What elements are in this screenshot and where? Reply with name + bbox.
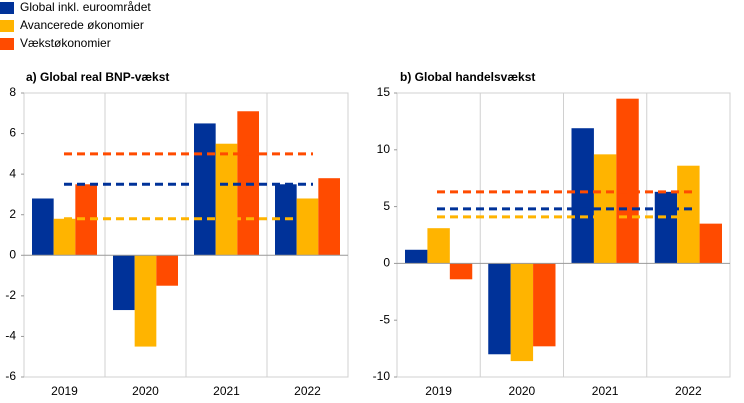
- y-tick-label: -5: [379, 312, 390, 326]
- y-tick-label: 4: [9, 166, 16, 180]
- chart-title: a) Global real BNP-vækst: [26, 70, 169, 84]
- bar: [75, 184, 97, 256]
- bar: [593, 154, 617, 264]
- bar: [654, 191, 678, 264]
- y-tick-label: -10: [373, 369, 391, 383]
- y-tick-label: -6: [5, 369, 16, 383]
- y-tick-label: 10: [377, 142, 391, 156]
- y-tick-label: 5: [383, 199, 390, 213]
- x-tick-label: 2021: [213, 384, 240, 398]
- legend-label: Global inkl. euroområdet: [20, 0, 151, 14]
- legend-swatch: [0, 2, 14, 14]
- x-tick-label: 2022: [294, 384, 321, 398]
- x-tick-label: 2019: [425, 384, 452, 398]
- bar: [53, 218, 76, 256]
- y-tick-label: 6: [9, 126, 16, 140]
- bar: [113, 255, 135, 311]
- bar: [156, 255, 178, 286]
- x-tick-label: 2020: [509, 384, 536, 398]
- legend-swatch: [0, 38, 14, 50]
- y-tick-label: 15: [377, 85, 391, 99]
- legend-swatch: [0, 20, 14, 32]
- bar: [677, 165, 700, 264]
- bar: [699, 223, 722, 264]
- bar: [510, 263, 534, 362]
- legend-label: Avancerede økonomier: [20, 18, 144, 32]
- bar: [533, 263, 556, 347]
- bar: [318, 178, 340, 256]
- y-tick-label: 0: [9, 247, 16, 261]
- bar: [215, 143, 238, 256]
- x-tick-label: 2022: [675, 384, 702, 398]
- bar: [296, 198, 319, 256]
- bar: [571, 128, 594, 264]
- x-tick-label: 2021: [592, 384, 619, 398]
- chart-title: b) Global handelsvækst: [400, 70, 535, 84]
- y-tick-label: -4: [5, 329, 16, 343]
- bar: [449, 263, 473, 280]
- bar: [134, 255, 157, 347]
- bar: [194, 123, 216, 256]
- y-tick-label: 2: [9, 207, 16, 221]
- bar: [488, 263, 511, 355]
- y-tick-label: 0: [383, 256, 390, 270]
- bar: [427, 228, 450, 264]
- bar: [405, 249, 428, 264]
- y-tick-label: 8: [9, 85, 16, 99]
- legend-label: Vækstøkonomier: [20, 36, 111, 50]
- x-tick-label: 2020: [132, 384, 159, 398]
- bar: [616, 98, 639, 264]
- y-tick-label: -2: [5, 288, 16, 302]
- bar: [32, 198, 54, 256]
- x-tick-label: 2019: [51, 384, 78, 398]
